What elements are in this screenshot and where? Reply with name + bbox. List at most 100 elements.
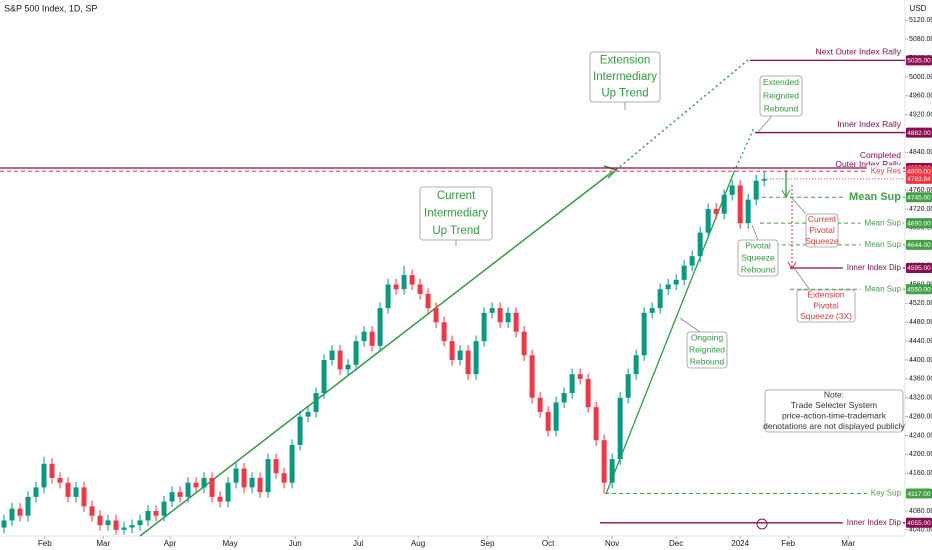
annotation-box [589, 51, 661, 103]
candle-body [449, 341, 455, 361]
level-name-bg [860, 238, 903, 251]
candle-body [649, 308, 655, 313]
candle-body [361, 331, 367, 342]
candle-body [617, 397, 623, 460]
candle-body [305, 411, 311, 417]
level-name: Mean Sup [865, 240, 902, 249]
candle-body [249, 477, 255, 488]
level-price-label: 4882.00 [907, 130, 931, 137]
candle-body [641, 312, 647, 356]
candle-body [561, 393, 567, 403]
annotation-box [796, 289, 856, 323]
candle-body [185, 482, 191, 497]
candle-body [593, 407, 599, 441]
candle-body [313, 393, 319, 412]
candle-body [177, 492, 183, 497]
candle-body [401, 275, 407, 290]
last-price-label: 4783.84 [907, 176, 931, 183]
x-tick-label: Jun [289, 539, 302, 548]
candle-body [201, 477, 207, 488]
candle-body [753, 180, 759, 200]
candle-body [601, 440, 607, 483]
y-tick-label: 4240.00 [909, 432, 932, 439]
level-price-label: 4690.00 [907, 220, 931, 227]
candle-body [9, 508, 15, 521]
candle-body [345, 364, 351, 370]
candle-body [697, 232, 703, 257]
annotation-leader [757, 115, 773, 133]
annotation-text: Trade Selecter System [791, 400, 877, 410]
level-price-box [906, 239, 932, 250]
candle-body [425, 293, 431, 309]
candle-body [417, 284, 423, 294]
level-name: Mean Sup [865, 218, 902, 227]
candle-body [505, 312, 511, 323]
level-name-bg [845, 191, 903, 204]
level-name: Inner Index Dip [847, 263, 902, 272]
candle-body [465, 350, 471, 375]
y-tick-label: 4440.00 [909, 338, 932, 345]
annotation-text: Pivotal [813, 300, 839, 310]
extension-line [615, 59, 749, 171]
trend-lines [139, 59, 797, 537]
candle-body [153, 510, 159, 516]
y-tick-label: 5120.00 [909, 17, 932, 24]
y-tick-label: 4080.00 [909, 508, 932, 515]
y-tick-label: 4920.00 [909, 111, 932, 118]
annotation-box [805, 213, 839, 248]
y-tick-label: 4200.00 [909, 451, 932, 458]
candle-body [745, 199, 751, 224]
candle-body [169, 492, 175, 502]
candle-body [57, 477, 63, 483]
y-tick-label: 4360.00 [909, 376, 932, 383]
candle-body [137, 520, 143, 526]
candle-body [337, 350, 343, 370]
candle-body [233, 468, 239, 483]
annotation-leader [793, 267, 811, 291]
level-price-label: 5035.00 [907, 58, 931, 65]
annotation-text: Reignited [689, 344, 725, 354]
level-price-label: 4117.00 [907, 491, 930, 498]
x-tick-label: 2024 [731, 539, 749, 548]
candle-body [441, 322, 447, 342]
candle-body [673, 279, 679, 285]
annotation-text: price-action-time-trademark [782, 411, 887, 421]
candle-body [17, 508, 23, 516]
level-name-line: Outer Index Rally [835, 159, 901, 169]
annotation-box [759, 75, 803, 117]
candle-body [241, 468, 247, 488]
level-name: Mean Sup [849, 191, 901, 203]
y-tick-label: 5000.00 [909, 74, 932, 81]
level-name: Next Outer Index Rally [815, 47, 901, 57]
level-name: Mean Sup [865, 284, 902, 293]
chart-title: S&P 500 Index, 1D, SP [4, 3, 97, 13]
candle-body [737, 185, 743, 224]
extension-line [733, 127, 755, 173]
annotation-box [419, 186, 493, 241]
annotation-text: Current [808, 214, 837, 224]
level-price-box [906, 218, 932, 229]
candle-body [81, 487, 87, 507]
level-price-box [906, 263, 932, 273]
candle-body [65, 482, 71, 497]
candle-body [713, 209, 719, 214]
candle-body [129, 525, 135, 528]
x-tick-label: Dec [669, 539, 683, 548]
event-icon[interactable] [756, 518, 768, 530]
level-name: Completed Outer Index Rally [835, 150, 901, 169]
x-tick-label: Nov [605, 539, 619, 548]
candle-body [529, 355, 535, 398]
x-tick-label: Feb [38, 539, 52, 548]
level-price-box [906, 166, 932, 177]
x-tick-label: Mar [841, 539, 855, 548]
level-name: Key Res [871, 166, 901, 175]
x-tick-label: Mar [96, 539, 110, 548]
level-name-bg [842, 516, 903, 529]
annotation-text: denotations are not displayed publicly [763, 421, 906, 431]
annotation-box [764, 389, 904, 433]
trend-line [605, 171, 735, 495]
level-price-box [906, 517, 932, 528]
candle-body [1, 520, 7, 528]
candle-body [105, 520, 111, 526]
annotation-text: Reignited [763, 90, 799, 100]
